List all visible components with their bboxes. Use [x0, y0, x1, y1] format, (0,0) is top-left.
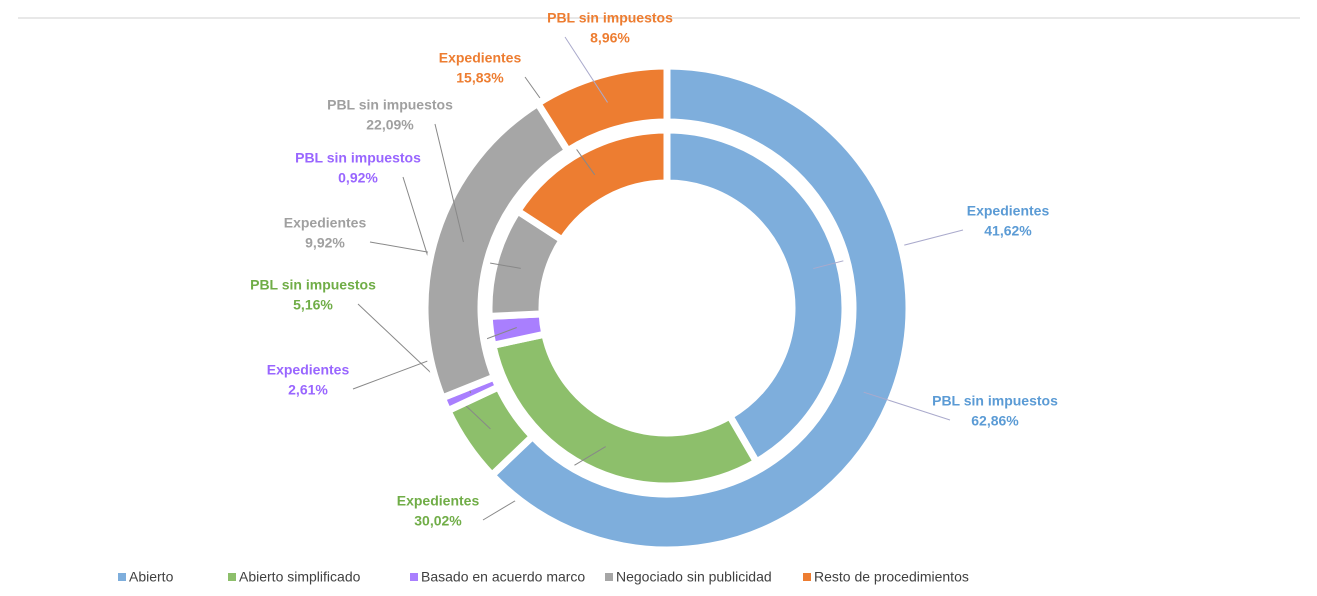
data-label: 30,02% — [414, 513, 462, 529]
data-label: 5,16% — [293, 297, 333, 313]
leader-line — [434, 123, 464, 243]
legend-label: Basado en acuerdo marco — [421, 569, 585, 585]
data-label-series: Expedientes — [967, 203, 1050, 219]
legend-label: Abierto — [129, 569, 174, 585]
data-label-series: PBL sin impuestos — [295, 150, 421, 166]
data-label-series: PBL sin impuestos — [250, 277, 376, 293]
data-label: 41,62% — [984, 223, 1032, 239]
donut-segment — [512, 126, 671, 245]
data-label-series: PBL sin impuestos — [327, 97, 453, 113]
donut-segment — [533, 62, 671, 156]
data-label: 0,92% — [338, 170, 378, 186]
donut-segment — [487, 62, 913, 554]
legend-swatch — [410, 573, 418, 581]
legend-label: Abierto simplificado — [239, 569, 361, 585]
legend-label: Resto de procedimientos — [814, 569, 969, 585]
data-label: 9,92% — [305, 235, 345, 251]
data-label-series: Expedientes — [267, 362, 350, 378]
data-label-series: Expedientes — [397, 493, 480, 509]
donut-segment — [488, 330, 762, 490]
data-label-series: PBL sin impuestos — [932, 393, 1058, 409]
leader-line — [564, 36, 608, 103]
leader-line — [863, 391, 951, 421]
legend-swatch — [803, 573, 811, 581]
data-label: 2,61% — [288, 382, 328, 398]
donut-segment — [663, 126, 849, 467]
data-label: 62,86% — [971, 413, 1019, 429]
data-label: 8,96% — [590, 30, 630, 46]
data-label-series: Expedientes — [439, 50, 522, 66]
data-label: 15,83% — [456, 70, 504, 86]
legend-swatch — [605, 573, 613, 581]
leader-line — [357, 303, 491, 430]
legend-label: Negociado sin publicidad — [616, 569, 772, 585]
legend-swatch — [118, 573, 126, 581]
data-label: 22,09% — [366, 117, 414, 133]
data-label-series: Expedientes — [284, 215, 367, 231]
legend-swatch — [228, 573, 236, 581]
data-label-series: PBL sin impuestos — [547, 10, 673, 26]
